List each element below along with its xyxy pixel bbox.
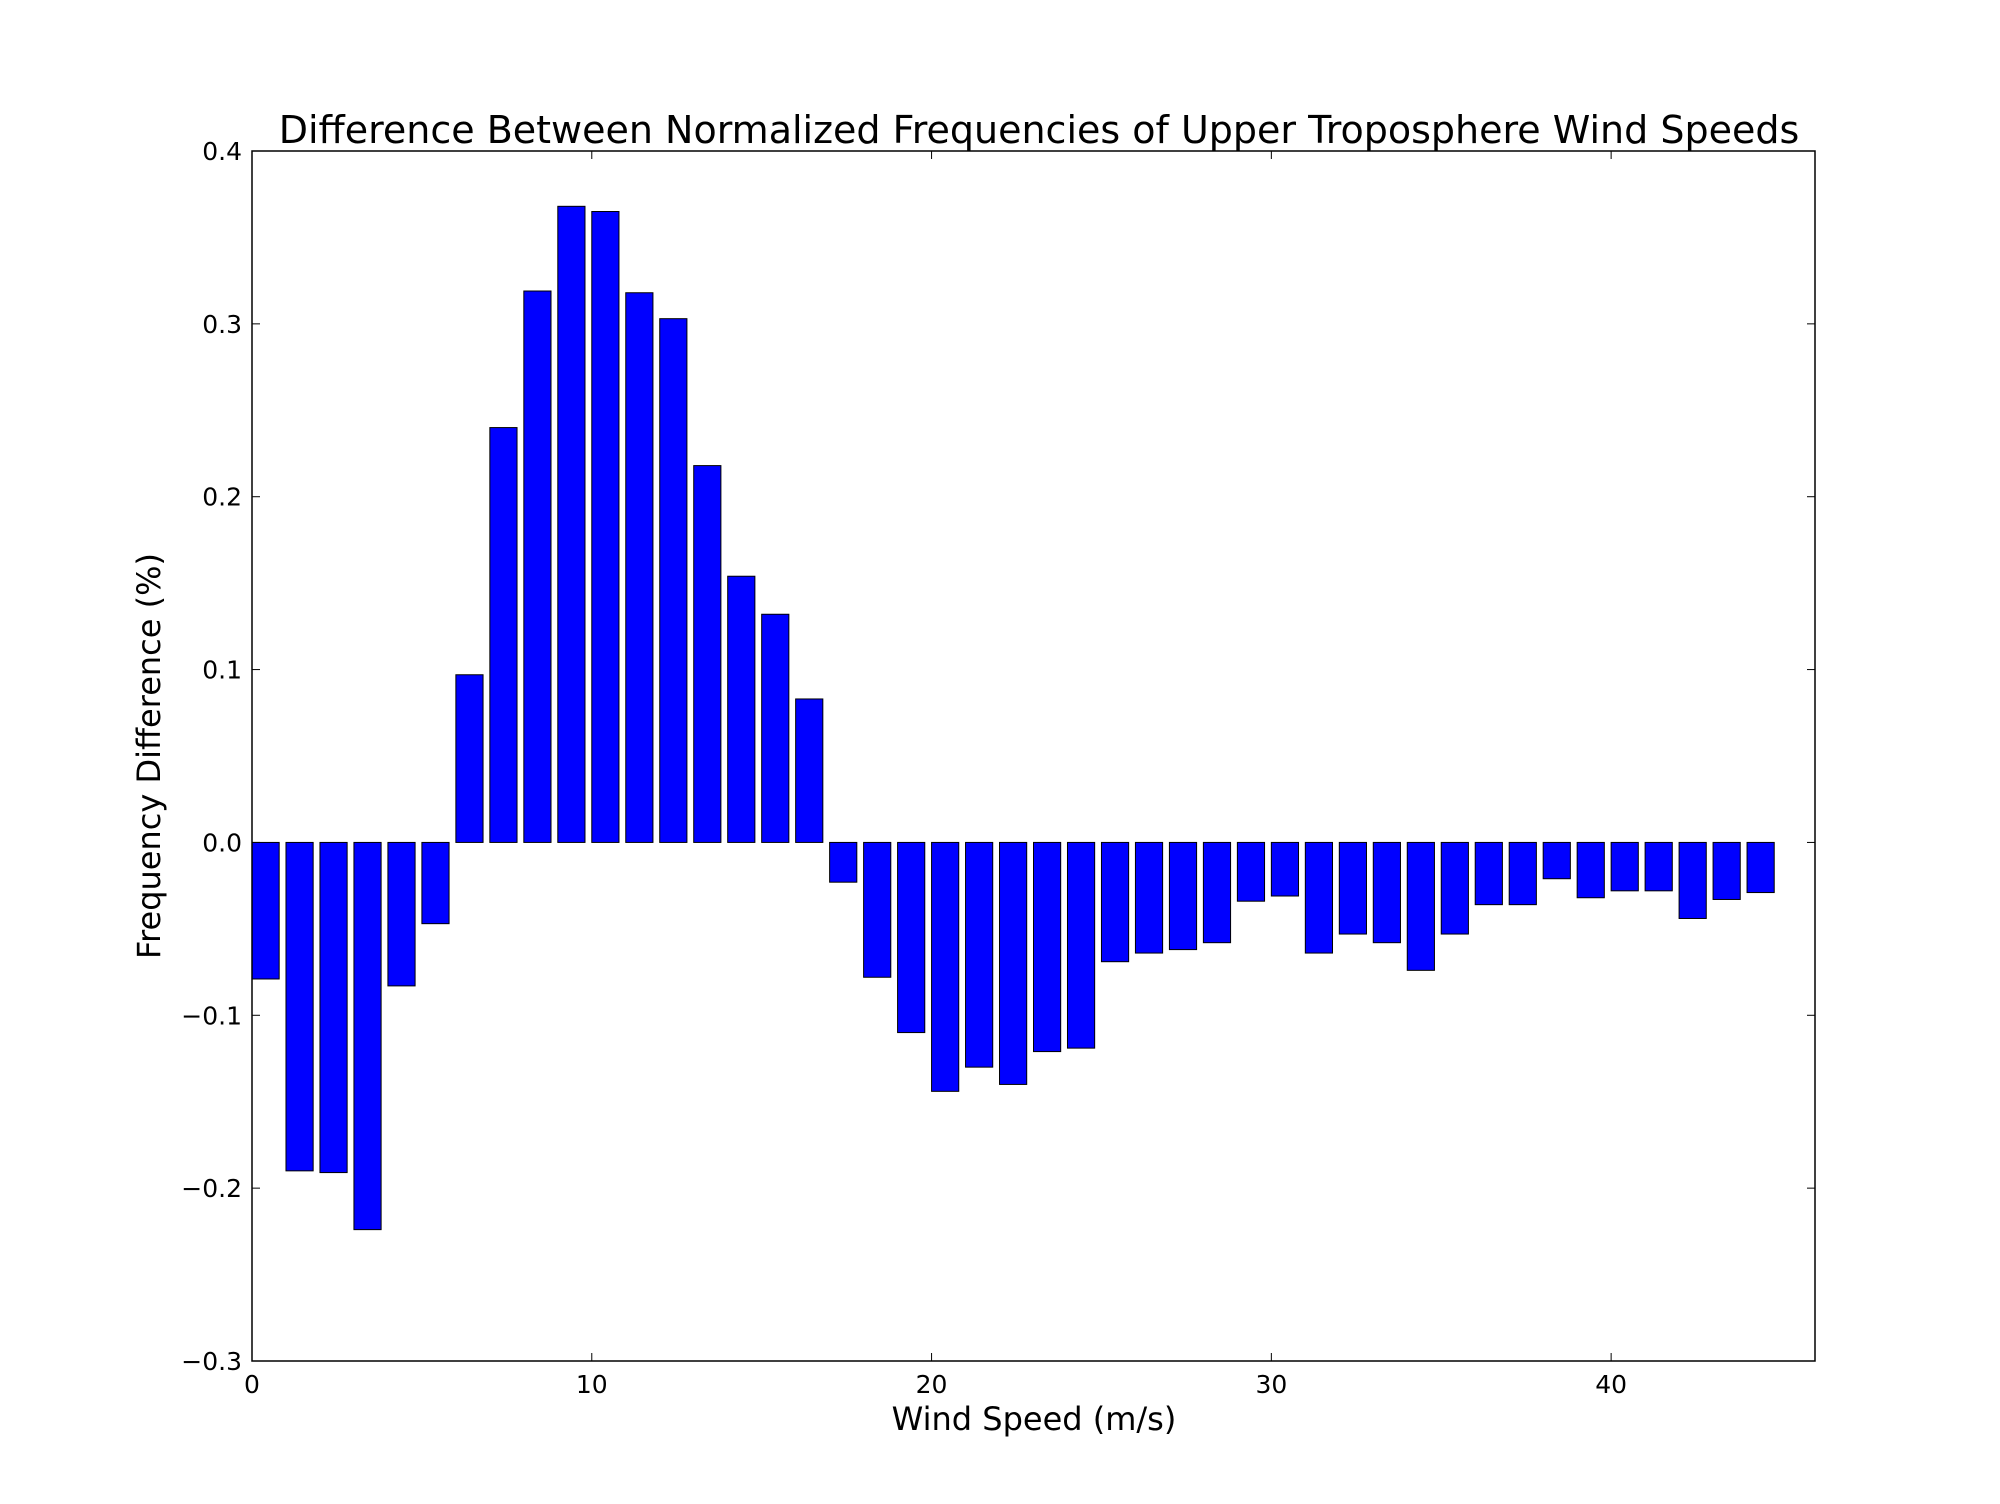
bar-12 — [659, 318, 688, 843]
bar-23 — [1033, 841, 1062, 1053]
bar-2 — [319, 841, 348, 1174]
bar-19 — [897, 841, 926, 1034]
bar-26 — [1134, 841, 1164, 954]
bar-13 — [693, 465, 722, 843]
x-tick-label: 0 — [244, 1370, 260, 1399]
bar-22 — [999, 841, 1028, 1085]
bar-20 — [931, 841, 960, 1092]
x-tick-label: 30 — [1255, 1370, 1287, 1399]
y-tick-label: −0.1 — [181, 1001, 242, 1030]
bar-21 — [965, 841, 994, 1068]
y-tick-label: 0.0 — [202, 828, 242, 857]
bar-41 — [1644, 841, 1673, 892]
bar-8 — [523, 290, 552, 843]
x-tick-label: 10 — [576, 1370, 608, 1399]
bar-14 — [727, 575, 756, 843]
ticks-layer: −0.3 −0.2 −0.1 0.0 0.1 0.2 0.3 0.4 0 10 20 30 40 — [181, 137, 1815, 1399]
bar-34 — [1406, 841, 1435, 971]
bar-1 — [285, 841, 314, 1172]
bar-44 — [1746, 841, 1775, 894]
bar-9 — [557, 205, 586, 843]
bar-40 — [1610, 841, 1639, 892]
bar-6 — [455, 674, 484, 843]
bar-42 — [1678, 841, 1707, 919]
bars-layer — [251, 205, 1775, 1231]
bar-31 — [1304, 841, 1334, 954]
bar-33 — [1372, 841, 1401, 944]
bar-29 — [1236, 841, 1266, 902]
bar-18 — [863, 841, 892, 978]
bar-15 — [761, 613, 790, 843]
x-axis-label: Wind Speed (m/s) — [892, 1400, 1177, 1438]
bar-36 — [1474, 841, 1503, 906]
bar-11 — [625, 292, 654, 843]
bar-25 — [1100, 841, 1130, 963]
y-axis-label: Frequency Difference (%) — [130, 553, 168, 959]
bar-4 — [387, 841, 416, 987]
bar-27 — [1168, 841, 1198, 951]
bar-38 — [1542, 841, 1571, 880]
y-tick-label: −0.3 — [181, 1347, 242, 1376]
bar-28 — [1202, 841, 1232, 944]
bar-5 — [421, 841, 450, 925]
bar-16 — [795, 698, 824, 843]
bar-35 — [1440, 841, 1469, 935]
y-tick-label: −0.2 — [181, 1174, 242, 1203]
bar-10 — [591, 211, 620, 843]
bar-3 — [353, 841, 382, 1231]
bar-37 — [1508, 841, 1537, 906]
bar-0 — [251, 841, 280, 980]
y-tick-label: 0.3 — [202, 310, 242, 339]
y-tick-label: 0.2 — [202, 483, 242, 512]
bar-24 — [1066, 841, 1096, 1049]
x-tick-label: 40 — [1595, 1370, 1627, 1399]
bar-17 — [829, 841, 858, 883]
y-tick-label: 0.1 — [202, 656, 242, 685]
y-tick-label: 0.4 — [202, 137, 242, 166]
x-tick-label: 20 — [916, 1370, 948, 1399]
bar-7 — [489, 427, 518, 843]
bar-30 — [1270, 841, 1300, 897]
chart-title: Difference Between Normalized Frequencie… — [279, 108, 1800, 152]
bar-32 — [1338, 841, 1367, 935]
plot-frame — [251, 150, 1816, 1362]
bar-43 — [1712, 841, 1741, 900]
bar-39 — [1576, 841, 1605, 899]
